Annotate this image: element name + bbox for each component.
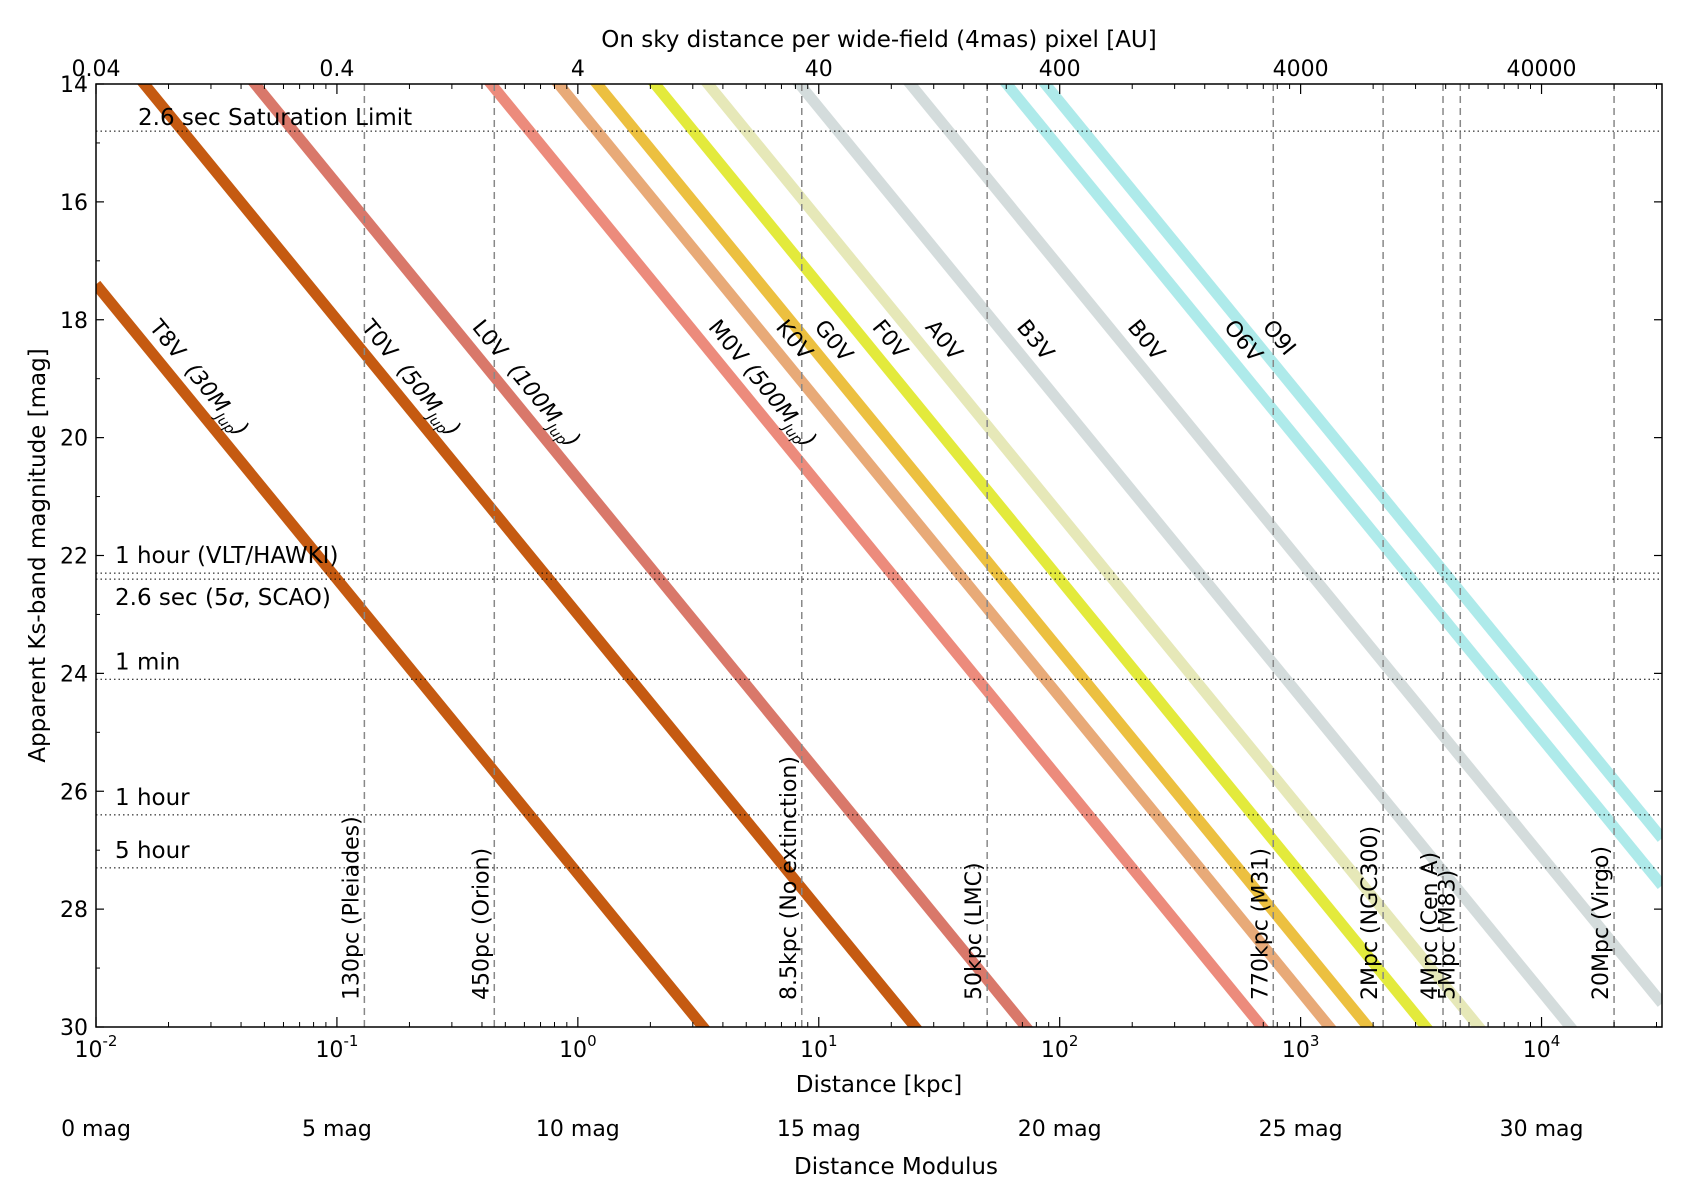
limit-label: 1 min [115, 649, 180, 675]
reference-label: 2Mpc (NGC300) [1358, 826, 1383, 1000]
y-tick-label: 18 [60, 309, 88, 334]
y-tick-label: 28 [60, 898, 88, 923]
reference-label: 450pc (Orion) [469, 848, 494, 1000]
distance-modulus-label: 30 mag [1500, 1117, 1584, 1142]
distance-modulus-label: 10 mag [536, 1117, 620, 1142]
series-bands [96, 0, 1662, 1200]
distance-modulus-label: 5 mag [302, 1117, 372, 1142]
reference-label: 20Mpc (Virgo) [1589, 846, 1614, 1000]
x-tick-label: 101 [800, 1032, 838, 1063]
limit-label: 2.6 sec Saturation Limit [138, 105, 412, 131]
distance-modulus-title: Distance Modulus [794, 1154, 998, 1180]
reference-label: 50kpc (LMC) [962, 862, 987, 1000]
top-tick-label: 40 [805, 57, 833, 82]
limit-label: 5 hour [115, 838, 190, 864]
limit-label: 1 hour [115, 785, 190, 811]
top-tick-label: 4000 [1273, 57, 1329, 82]
top-axis-title: On sky distance per wide-field (4mas) pi… [601, 27, 1157, 53]
top-tick-label: 4 [571, 57, 585, 82]
series-band-o6v [96, 0, 1662, 886]
top-tick-label: 0.4 [319, 57, 354, 82]
reference-label: 5Mpc (M83) [1435, 870, 1460, 1000]
x-axis-title: Distance [kpc] [796, 1072, 962, 1098]
limit-label: 1 hour (VLT/HAWKI) [115, 543, 338, 569]
top-tick-label: 40000 [1507, 57, 1577, 82]
limit-label: 2.6 sec (5σ, SCAO) [115, 585, 331, 611]
x-tick-label: 103 [1282, 1032, 1320, 1063]
distance-modulus-label: 25 mag [1259, 1117, 1343, 1142]
top-tick-label: 400 [1039, 57, 1081, 82]
x-tick-label: 104 [1523, 1032, 1561, 1063]
y-tick-label: 20 [60, 427, 88, 452]
x-tick-label: 10-1 [315, 1032, 358, 1063]
reference-label: 8.5kpc (No extinction) [777, 756, 802, 1000]
top-tick-label: 0.04 [72, 57, 121, 82]
reference-label: 770kpc (M31) [1248, 848, 1273, 1000]
reference-label: 130pc (Pleiades) [339, 816, 364, 1000]
series-label-t8v: T8V(30MJup) [140, 315, 253, 444]
sensitivity-limit-lines [96, 131, 1662, 868]
distance-modulus-label: 0 mag [61, 1117, 131, 1142]
y-tick-label: 22 [60, 545, 88, 570]
series-label-l0v: L0V(100MJup) [464, 316, 585, 455]
y-tick-label: 16 [60, 191, 88, 216]
series-label-t0v: T0V(50MJup) [352, 315, 465, 444]
x-tick-label: 100 [559, 1032, 597, 1063]
y-tick-label: 24 [60, 662, 88, 687]
x-tick-label: 102 [1041, 1032, 1079, 1063]
distance-modulus-label: 15 mag [777, 1117, 861, 1142]
y-axis-title: Apparent Ks-band magnitude [mag] [25, 348, 51, 762]
distance-modulus-label: 20 mag [1018, 1117, 1102, 1142]
y-tick-label: 26 [60, 780, 88, 805]
